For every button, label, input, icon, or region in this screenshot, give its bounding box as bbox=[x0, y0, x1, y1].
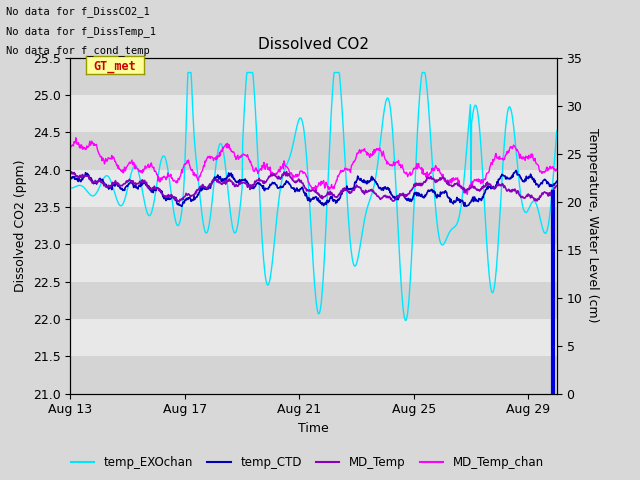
Bar bbox=[70, 356, 557, 394]
Bar bbox=[70, 319, 557, 356]
Bar bbox=[70, 207, 557, 244]
Text: GT_met: GT_met bbox=[94, 60, 136, 72]
X-axis label: Time: Time bbox=[298, 422, 329, 435]
Y-axis label: Temperature, Water Level (cm): Temperature, Water Level (cm) bbox=[586, 128, 599, 323]
Text: No data for f_DissCO2_1: No data for f_DissCO2_1 bbox=[6, 6, 150, 17]
Bar bbox=[70, 132, 557, 169]
Title: Dissolved CO2: Dissolved CO2 bbox=[258, 37, 369, 52]
Bar bbox=[70, 169, 557, 207]
Y-axis label: Dissolved CO2 (ppm): Dissolved CO2 (ppm) bbox=[14, 159, 28, 292]
Text: No data for f_DissTemp_1: No data for f_DissTemp_1 bbox=[6, 25, 156, 36]
Legend: temp_EXOchan, temp_CTD, MD_Temp, MD_Temp_chan: temp_EXOchan, temp_CTD, MD_Temp, MD_Temp… bbox=[66, 452, 548, 474]
Bar bbox=[70, 58, 557, 95]
Bar bbox=[70, 282, 557, 319]
Bar bbox=[70, 244, 557, 282]
Bar bbox=[70, 95, 557, 132]
Text: No data for f_cond_temp: No data for f_cond_temp bbox=[6, 45, 150, 56]
